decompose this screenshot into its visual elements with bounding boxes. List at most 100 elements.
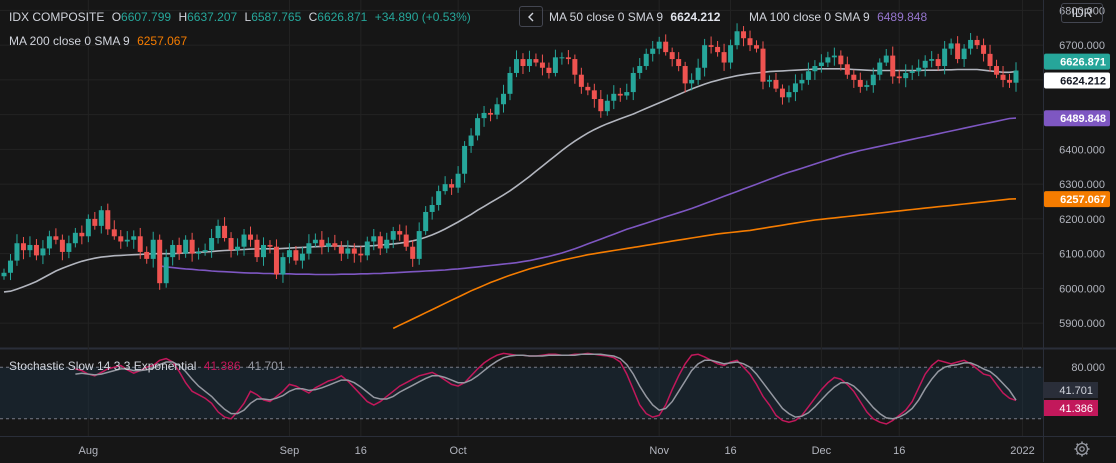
open-label: O [111, 10, 122, 24]
candle-body [358, 253, 364, 256]
price-tick-label: 6100.000 [1059, 249, 1105, 261]
candle-body [403, 234, 409, 247]
ma200-price-tag: 6257.067 [1044, 191, 1110, 208]
candle-body [929, 59, 935, 61]
candle-body [1, 272, 7, 277]
candle-body [488, 112, 494, 115]
candle-body [643, 53, 649, 67]
candle-body [779, 88, 785, 98]
candle-body [72, 232, 78, 244]
candle-body [539, 62, 545, 68]
stoch-band [0, 367, 1043, 419]
ma200-value: 6257.067 [137, 34, 188, 48]
candle-body [578, 74, 584, 87]
candle-body [961, 48, 967, 60]
candle-body [624, 92, 630, 96]
low-label: L [244, 10, 252, 24]
candle-body [650, 48, 656, 54]
candle-body [7, 260, 13, 273]
candle-body [118, 236, 124, 242]
candle-body [792, 83, 798, 93]
candle-body [286, 250, 292, 258]
ma50-label: MA 50 close 0 SMA 9 [549, 10, 664, 24]
candle-body [734, 31, 740, 46]
ma50-value: 6624.212 [670, 10, 721, 24]
candle-body [773, 79, 779, 89]
stoch-k-tag: 41.386 [1044, 400, 1098, 416]
candle-body [935, 59, 941, 67]
close-label: C [308, 10, 318, 24]
candle-body [79, 232, 85, 237]
candle-body [351, 248, 357, 254]
candle-body [818, 62, 824, 67]
candle-body [442, 184, 448, 192]
candle-body [630, 72, 636, 93]
candle-body [332, 243, 338, 247]
price-tick-label: 5900.000 [1059, 318, 1105, 330]
candle-body [98, 210, 104, 226]
candle-body [455, 173, 461, 188]
candle-body [280, 257, 286, 275]
candle-body [981, 45, 987, 54]
candle-body [144, 251, 150, 259]
symbol-name: IDX COMPOSITE [9, 10, 105, 24]
candle-body [209, 238, 215, 251]
high-value: 6637.207 [187, 10, 238, 24]
candle-body [384, 239, 390, 249]
candle-body [617, 93, 623, 96]
stoch-tick-label: 80.000 [1071, 362, 1105, 374]
candle-body [909, 71, 915, 73]
time-tick-label: Sep [280, 445, 300, 457]
candle-body [922, 60, 928, 68]
candle-body [520, 59, 526, 67]
candle-body [676, 59, 682, 67]
candle-body [747, 38, 753, 46]
candle-body [189, 239, 195, 254]
collapse-legend-button[interactable] [519, 6, 543, 27]
candle-body [974, 39, 980, 46]
candle-body [429, 205, 435, 212]
candle-body [157, 239, 163, 284]
candle-body [702, 45, 708, 68]
candle-body [20, 243, 26, 251]
candle-body [838, 55, 844, 65]
candle-body [526, 59, 532, 67]
price-tick-label: 6200.000 [1059, 214, 1105, 226]
candle-body [397, 231, 403, 235]
candle-body [948, 43, 954, 49]
ma100-legend: MA 100 close 0 SMA 9 6489.848 [749, 9, 931, 25]
candle-body [105, 210, 111, 230]
candle-body [248, 234, 254, 240]
chevron-left-icon [528, 12, 534, 21]
candle-body [222, 225, 228, 239]
time-tick-label: 2022 [1010, 445, 1034, 457]
candle-body [565, 57, 571, 60]
candle-body [507, 72, 513, 94]
candle-body [851, 74, 857, 80]
candle-body [552, 57, 558, 73]
change-value: +34.890 (+0.53%) [374, 10, 471, 24]
candle-body [92, 218, 98, 226]
ma50-price-tag: 6624.212 [1044, 72, 1110, 89]
candle-body [799, 79, 805, 84]
candle-body [968, 39, 974, 49]
candle-body [890, 55, 896, 77]
candle-body [812, 66, 818, 72]
candle-body [708, 45, 714, 47]
candle-body [585, 86, 591, 91]
stoch-d-value: 41.701 [247, 359, 285, 373]
candle-body [805, 71, 811, 80]
candle-body [111, 229, 117, 237]
stoch-label: Stochastic Slow 14 3 3 Exponential [9, 359, 197, 373]
candle-body [637, 66, 643, 73]
gear-icon[interactable] [1073, 440, 1091, 458]
candle-body [916, 67, 922, 72]
high-label: H [178, 10, 188, 24]
currency-button[interactable]: IDR [1061, 3, 1103, 23]
candle-body [857, 79, 863, 87]
candle-body [176, 244, 182, 254]
candle-body [786, 92, 792, 98]
candle-body [754, 45, 760, 49]
candle-body [831, 55, 837, 58]
